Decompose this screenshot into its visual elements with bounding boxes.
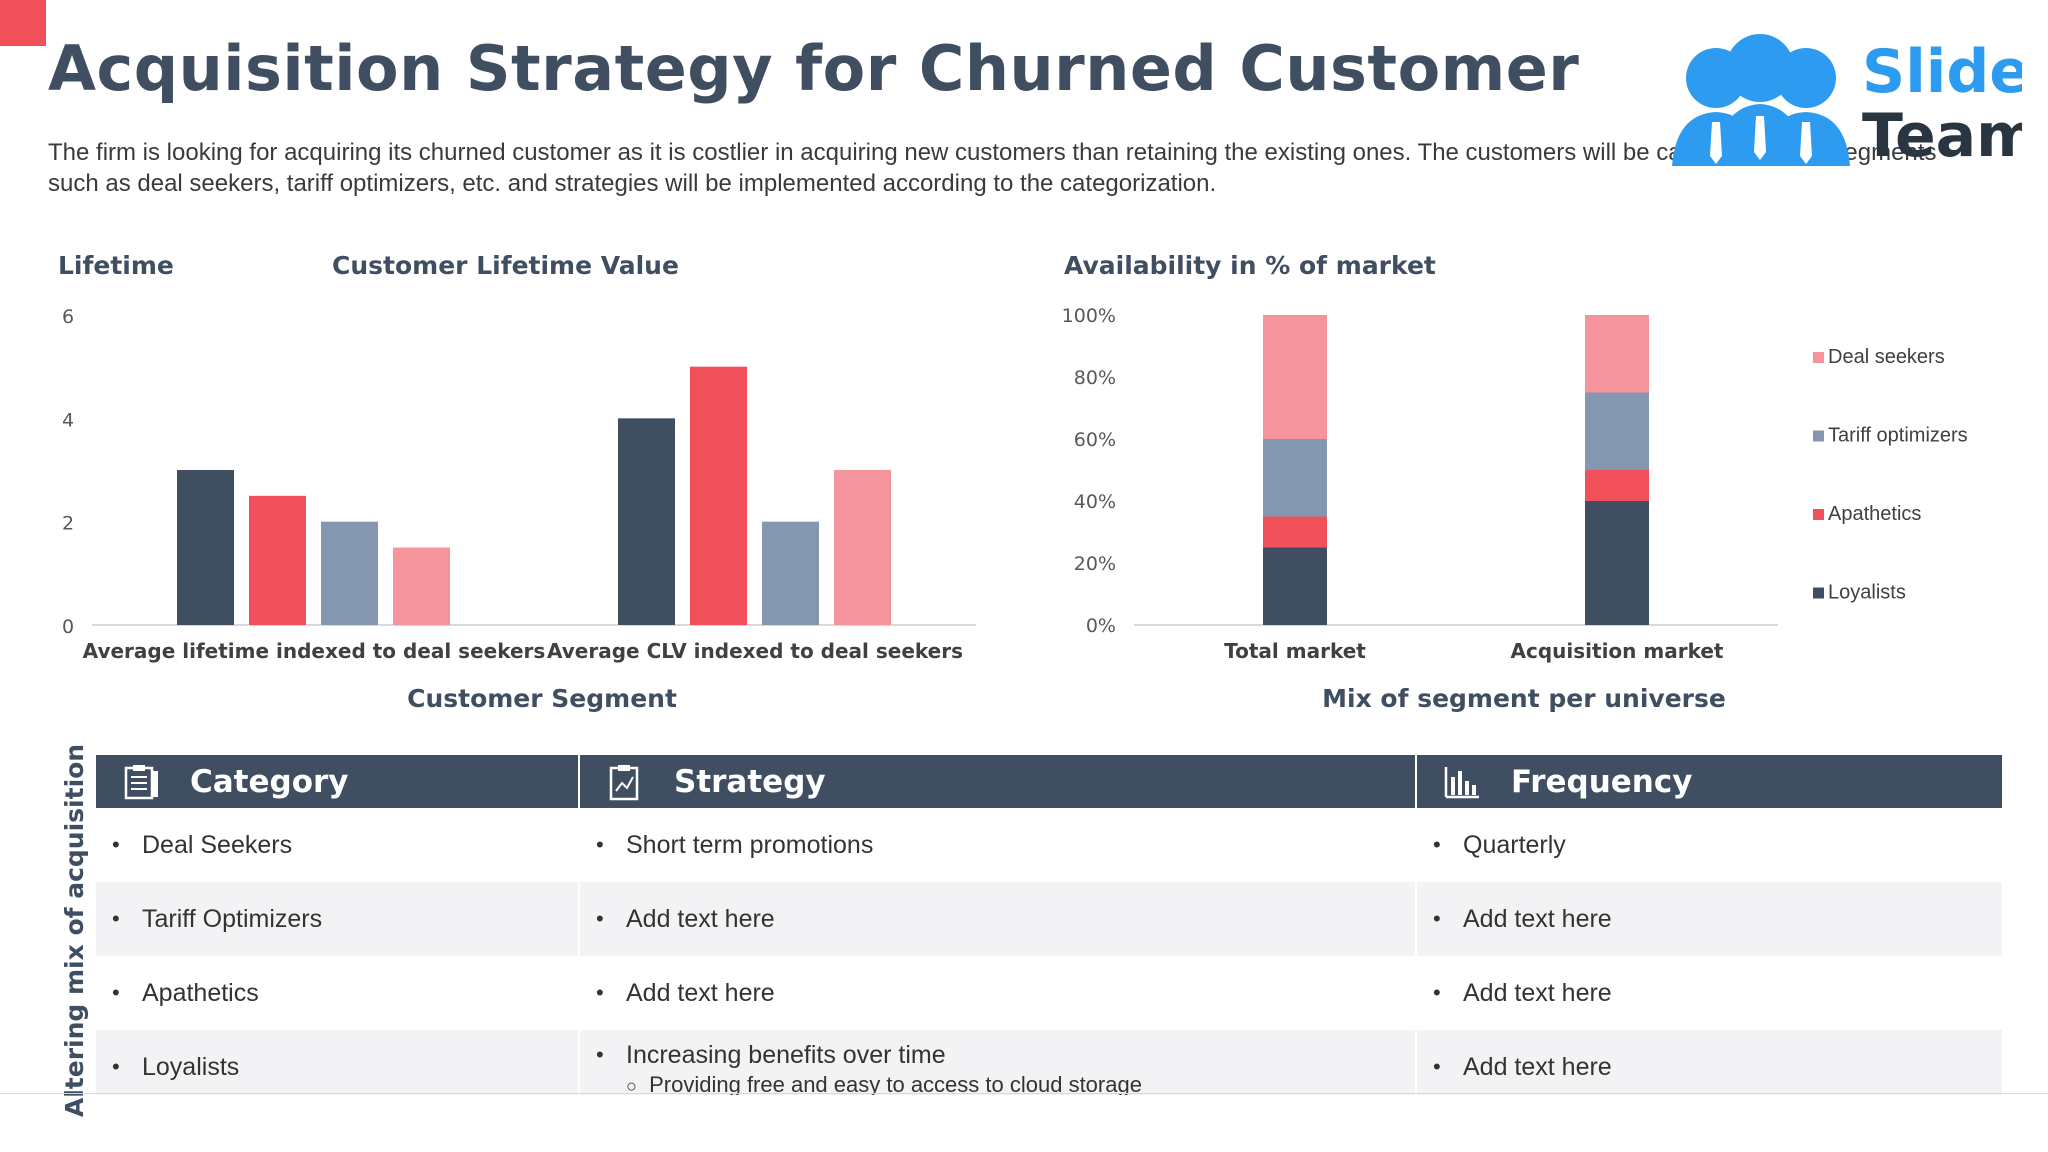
chart1-bar [393,547,450,625]
chart2-legend-label: Deal seekers [1828,346,1945,368]
table-row: • Deal Seekers • Short term promotions • Qu… [96,808,2002,882]
chart1-category-label: Average lifetime indexed to deal seekers [83,639,546,663]
cell-category: • Loyalists [96,1030,580,1095]
chart2-ytick-label: 20% [1074,553,1116,575]
table-row: • Apathetics • Add text here • Add text her… [96,956,2002,1030]
cell-frequency: • Add text here [1417,1030,2002,1095]
logo-word-team: Team [1862,101,2022,171]
cell-category-text: Deal Seekers [142,831,293,859]
cell-strategy-text: Short term promotions [626,831,874,859]
description-text: The firm is looking for acquiring its ch… [48,139,1937,197]
header-frequency-label: Frequency [1511,763,1693,800]
chart2-legend-swatch [1813,587,1824,599]
cell-frequency: • Quarterly [1417,808,2002,882]
chart1-category-label: Average CLV indexed to deal seekers [547,639,963,663]
chart2-ytick-label: 60% [1074,429,1116,451]
chart1-ytick-label: 0 [62,616,74,638]
header-frequency: Frequency [1417,755,2002,808]
chart1-xlabel: Customer Segment [407,684,677,713]
chart1-ytick-label: 6 [62,306,74,328]
table-side-label: Altering mix of acquisition [55,743,95,1116]
chart1-bar [834,470,891,625]
page-bottom-rule [0,1093,2048,1094]
cell-frequency-text: Add text here [1463,1053,1612,1081]
cell-frequency-text: Add text here [1463,979,1612,1007]
chart1-ytick-label: 2 [62,513,74,535]
bar-chart-icon [1444,766,1479,798]
chart2-title: Availability in % of market [1064,251,1436,280]
cell-category: • Apathetics [96,956,580,1030]
page-title: Acquisition Strategy for Churned Custome… [48,32,1580,105]
cell-strategy-subtext-value: Providing free and easy to access to clo… [649,1072,1142,1095]
strategy-table: Category Strategy Frequency • Deal Seeker… [96,755,2002,1095]
header-category-label: Category [190,763,349,800]
cell-category-text: Tariff Optimizers [142,905,323,933]
chart2-legend-label: Tariff optimizers [1828,425,1968,447]
cell-strategy-text: Add text here [626,979,775,1007]
chart2-stack-segment [1585,392,1649,470]
chart2-ytick-label: 0% [1086,615,1116,637]
chart1-bar [249,495,306,625]
chart2-stack-segment [1585,470,1649,501]
chart2-xlabel: Mix of segment per universe [1322,684,1726,713]
header-strategy: Strategy [580,755,1417,808]
cell-frequency-text: Quarterly [1463,831,1566,859]
chart1-bar [177,470,234,625]
cell-frequency-text: Add text here [1463,905,1612,933]
chart2-stack-segment [1585,315,1649,393]
cell-strategy: • Increasing benefits over time ○ Providi… [580,1030,1417,1095]
chart2-stack-segment [1263,516,1327,548]
chart2-category-label: Total market [1224,639,1366,663]
chart2-legend-swatch [1813,352,1824,363]
chart2-stack-segment [1585,501,1649,625]
slide-team-logo: Slide Team [1672,34,2022,171]
chart2-legend-label: Loyalists [1828,582,1906,604]
chart2-stack-segment [1263,315,1327,439]
chart2-ytick-label: 40% [1074,491,1116,513]
table-row: • Loyalists • Increasing benefits over tim… [96,1030,2002,1095]
cell-strategy-subtext: ○ Providing free and easy to access to c… [626,1072,1142,1095]
chart2-legend-label: Apathetics [1828,503,1921,525]
clipboard-chart-icon [609,764,639,800]
table-row: • Tariff Optimizers • Add text here • Add t… [96,882,2002,956]
cell-frequency: • Add text here [1417,956,2002,1030]
charts-area: Lifetime Customer Lifetime Value 0 2 4 6 Av… [58,251,1968,713]
chart1-ytick-label: 4 [62,409,74,431]
chart1-title: Customer Lifetime Value [332,251,679,280]
chart1-bar [762,521,819,625]
header-category: Category [96,755,580,808]
cell-strategy-text: Increasing benefits over time [626,1041,946,1069]
chart2-stack-segment [1263,547,1327,625]
cell-strategy: • Add text here [580,882,1417,956]
header-strategy-label: Strategy [674,763,826,800]
cell-frequency: • Add text here [1417,882,2002,956]
cell-strategy-text: Add text here [626,905,775,933]
chart2-category-label: Acquisition market [1511,639,1724,663]
cell-category-text: Apathetics [142,979,259,1007]
table-header: Category Strategy Frequency [96,755,2002,808]
cell-category: • Deal Seekers [96,808,580,882]
chart1-ylabel: Lifetime [58,251,174,280]
chart2-legend-swatch [1813,430,1824,442]
corner-accent [0,0,46,46]
table-side-label-text: Altering mix of acquisition [60,743,90,1117]
cell-strategy: • Short term promotions [580,808,1417,882]
chart1-bar [321,521,378,625]
chart2-stack-segment [1263,439,1327,517]
chart2-ytick-label: 100% [1062,305,1116,327]
cell-category: • Tariff Optimizers [96,882,580,956]
chart2-ytick-label: 80% [1074,367,1116,389]
chart2-legend-swatch [1813,509,1824,520]
cell-category-text: Loyalists [142,1053,240,1081]
chart1-bar [690,366,747,625]
cell-strategy: • Add text here [580,956,1417,1030]
clipboard-list-icon [124,764,158,799]
logo-word-slide: Slide [1862,37,2022,107]
chart1-bar [618,418,675,625]
